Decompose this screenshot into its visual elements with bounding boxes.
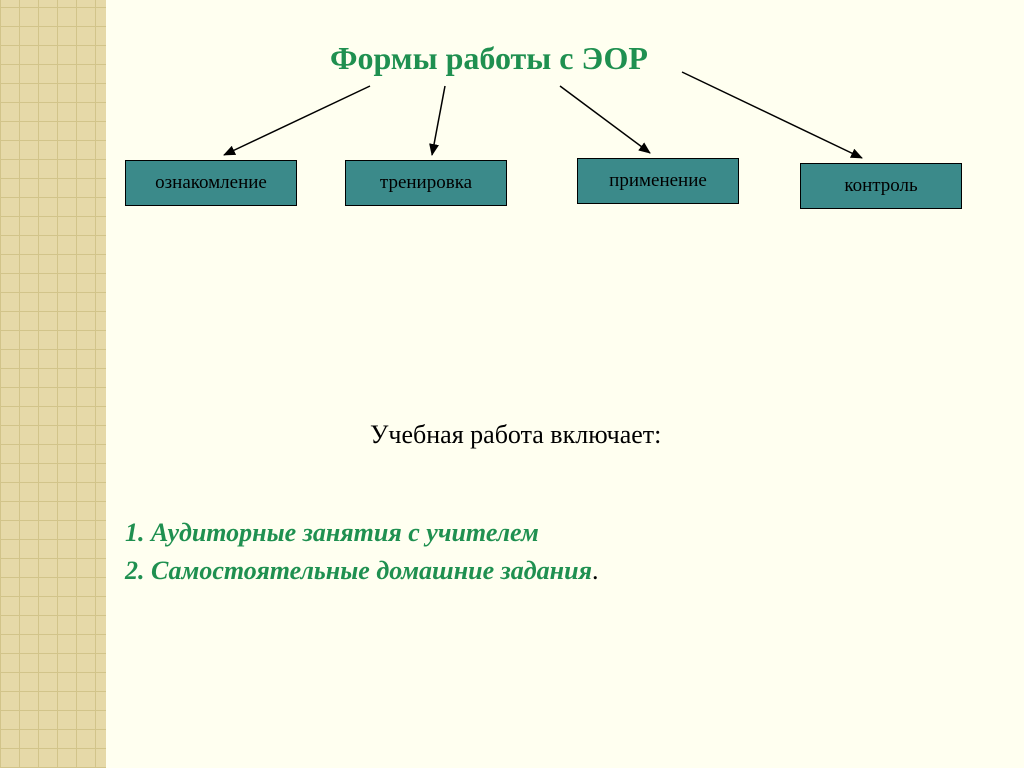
list-item-text: 2. Самостоятельные домашние задания bbox=[125, 556, 592, 585]
main-background bbox=[106, 0, 1024, 768]
slide-title: Формы работы с ЭОР bbox=[330, 40, 648, 77]
diagram-box: ознакомление bbox=[125, 160, 297, 206]
list-item-text: 1. Аудиторные занятия с учителем bbox=[125, 518, 539, 547]
slide: Формы работы с ЭОР ознакомление тренировк… bbox=[0, 0, 1024, 768]
subheading: Учебная работа включает: bbox=[370, 420, 661, 450]
diagram-box-label: применение bbox=[609, 170, 707, 192]
list-trailing-dot: . bbox=[592, 556, 599, 585]
list-item: 1. Аудиторные занятия с учителем bbox=[125, 518, 539, 548]
diagram-box: применение bbox=[577, 158, 739, 204]
slide-title-text: Формы работы с ЭОР bbox=[330, 40, 648, 76]
subheading-text: Учебная работа включает: bbox=[370, 420, 661, 449]
diagram-box-label: тренировка bbox=[380, 172, 472, 194]
left-pattern-strip bbox=[0, 0, 106, 768]
diagram-box-label: ознакомление bbox=[155, 172, 267, 194]
diagram-box: тренировка bbox=[345, 160, 507, 206]
list-item: 2. Самостоятельные домашние задания. bbox=[125, 556, 598, 586]
diagram-box-label: контроль bbox=[844, 175, 917, 197]
diagram-box: контроль bbox=[800, 163, 962, 209]
